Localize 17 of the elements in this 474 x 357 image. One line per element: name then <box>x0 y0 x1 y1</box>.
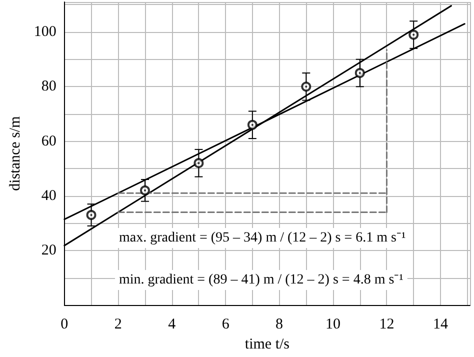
x-tick-label: 14 <box>432 316 448 333</box>
y-tick-label: 60 <box>41 133 56 150</box>
x-tick-label: 0 <box>60 316 68 333</box>
annotation: min. gradient = (89 – 41) m / (12 – 2) s = 4.8 m s⁻¹ <box>119 272 404 288</box>
y-axis-title: distance s/m <box>8 116 24 191</box>
x-axis-title: time t/s <box>244 336 290 352</box>
x-tick-label: 4 <box>168 316 176 333</box>
x-tick-label: 10 <box>326 316 341 333</box>
y-tick-label: 80 <box>41 78 56 95</box>
x-tick-label: 12 <box>379 316 394 333</box>
x-tick-label: 6 <box>222 316 230 333</box>
y-tick-label: 40 <box>41 188 56 204</box>
y-tick-label: 20 <box>41 242 56 258</box>
x-tick-label: 8 <box>276 316 284 333</box>
x-tick-label: 2 <box>114 316 122 333</box>
y-tick-label: 100 <box>34 24 56 40</box>
annotation: max. gradient = (95 – 34) m / (12 – 2) s = 6.1 m s⁻¹ <box>119 230 406 246</box>
